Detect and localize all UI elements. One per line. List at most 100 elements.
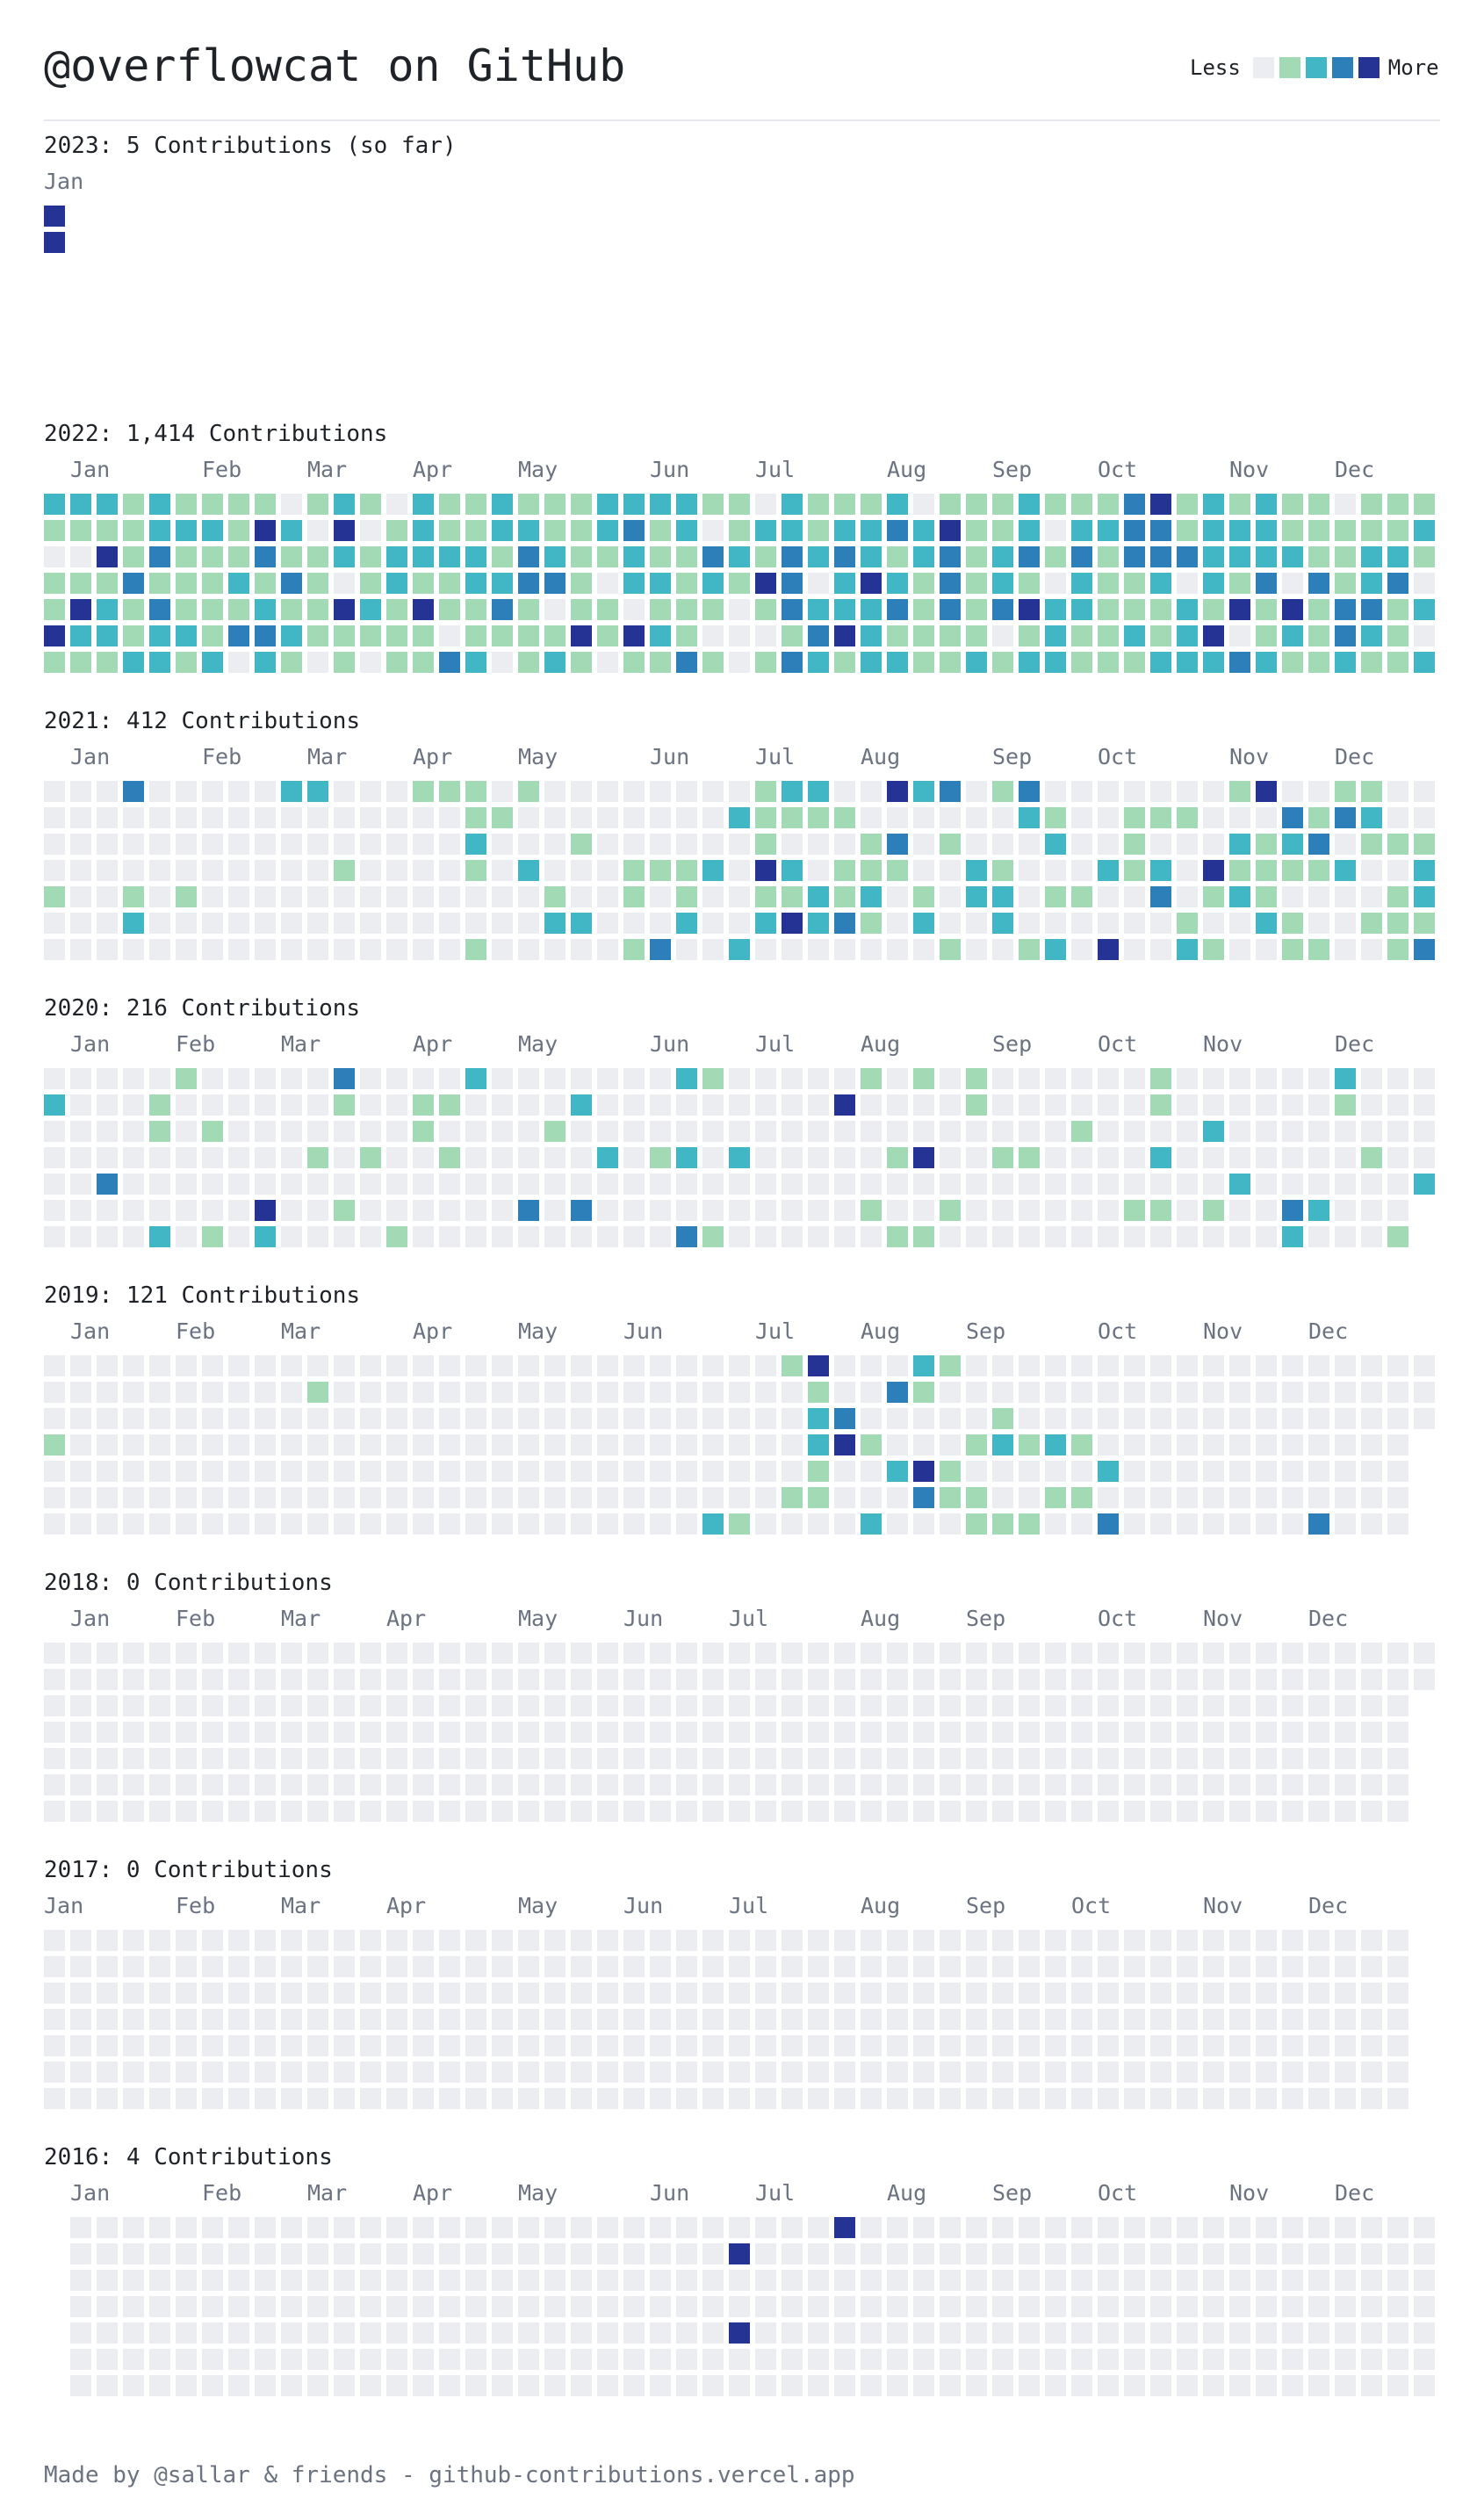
day-cell (1124, 2375, 1145, 2396)
day-cell (334, 1147, 355, 1168)
month-label: Oct (1098, 2180, 1138, 2206)
day-cell (702, 2243, 724, 2264)
month-label: Nov (1229, 744, 1270, 769)
day-cell (97, 2062, 118, 2083)
month-label: Sep (992, 457, 1033, 482)
day-cell (1098, 599, 1119, 620)
day-cell (255, 2009, 276, 2030)
day-cell (729, 1722, 750, 1743)
day-cell (492, 1094, 513, 1116)
day-cell (650, 520, 671, 541)
day-cell (782, 939, 803, 960)
day-cell (97, 1355, 118, 1376)
day-cell (1308, 1174, 1329, 1195)
day-cell (44, 1174, 65, 1195)
day-cell (1335, 2088, 1356, 2109)
day-cell (623, 2088, 645, 2109)
day-cell (255, 886, 276, 907)
day-cell (1282, 913, 1303, 934)
day-cell (281, 2035, 302, 2056)
day-cell (386, 1956, 407, 1977)
day-cell (1150, 2035, 1171, 2056)
day-cell (992, 1669, 1013, 1690)
day-cell (255, 781, 276, 802)
day-cell (202, 1930, 223, 1951)
day-cell (334, 2009, 355, 2030)
day-cell (1203, 2270, 1224, 2291)
day-cell (1045, 494, 1066, 515)
day-cell (1019, 1382, 1040, 1403)
day-cell (1045, 1930, 1066, 1951)
day-cell (597, 1669, 618, 1690)
day-cell (861, 652, 882, 673)
month-label: May (518, 1031, 558, 1057)
day-cell (1361, 652, 1382, 673)
day-cell (1361, 1461, 1382, 1482)
day-cell (597, 1513, 618, 1535)
footer-credit[interactable]: Made by @sallar & friends - github-contr… (44, 2462, 855, 2488)
day-cell (729, 494, 750, 515)
day-cell (808, 1382, 829, 1403)
day-cell (1124, 1748, 1145, 1769)
day-cell (123, 1513, 144, 1535)
day-cell (834, 1748, 855, 1769)
day-cell (334, 2035, 355, 2056)
day-cell (1071, 2243, 1092, 2264)
day-cell (702, 1983, 724, 2004)
day-cell (676, 1174, 697, 1195)
day-cell (729, 1669, 750, 1690)
month-label: Sep (966, 1318, 1006, 1344)
day-cell (623, 1408, 645, 1429)
day-cell (676, 2035, 697, 2056)
day-cell (1203, 2349, 1224, 2370)
day-cell (307, 494, 328, 515)
day-cell (1203, 1722, 1224, 1743)
day-cell (676, 1226, 697, 1247)
day-cell (834, 2322, 855, 2344)
day-cell (1282, 1200, 1303, 1221)
day-cell (386, 1226, 407, 1247)
day-cell (1177, 2322, 1198, 2344)
day-cell (782, 1200, 803, 1221)
day-cell (1229, 599, 1250, 620)
day-cell (1335, 2062, 1356, 2083)
day-cell (1150, 1774, 1171, 1795)
day-cell (176, 2270, 197, 2291)
day-cell (492, 520, 513, 541)
day-cell (360, 2349, 381, 2370)
day-cell (307, 1355, 328, 1376)
day-cell (861, 1355, 882, 1376)
day-cell (465, 625, 486, 646)
day-cell (386, 1774, 407, 1795)
day-cell (1256, 1174, 1277, 1195)
day-cell (149, 520, 170, 541)
day-cell (97, 1200, 118, 1221)
day-cell (808, 1147, 829, 1168)
day-cell (1071, 1355, 1092, 1376)
day-cell (966, 1408, 987, 1429)
day-cell (834, 1461, 855, 1482)
day-cell (1229, 1382, 1250, 1403)
day-cell (1150, 939, 1171, 960)
day-cell (913, 1147, 934, 1168)
day-cell (228, 2035, 249, 2056)
day-cell (70, 1068, 91, 1089)
day-cell (1098, 1121, 1119, 1142)
day-cell (307, 1774, 328, 1795)
day-cell (834, 860, 855, 881)
day-cell (544, 1147, 566, 1168)
day-cell (255, 913, 276, 934)
day-cell (1256, 1355, 1277, 1376)
day-cell (992, 1147, 1013, 1168)
day-cell (1071, 1748, 1092, 1769)
day-cell (413, 599, 434, 620)
day-cell (544, 1774, 566, 1795)
day-cell (1045, 1355, 1066, 1376)
day-cell (702, 2035, 724, 2056)
day-cell (1150, 913, 1171, 934)
day-cell (966, 2243, 987, 2264)
day-cell (1387, 1774, 1408, 1795)
day-cell (518, 2035, 539, 2056)
day-cell (782, 1094, 803, 1116)
day-cell (1387, 573, 1408, 594)
